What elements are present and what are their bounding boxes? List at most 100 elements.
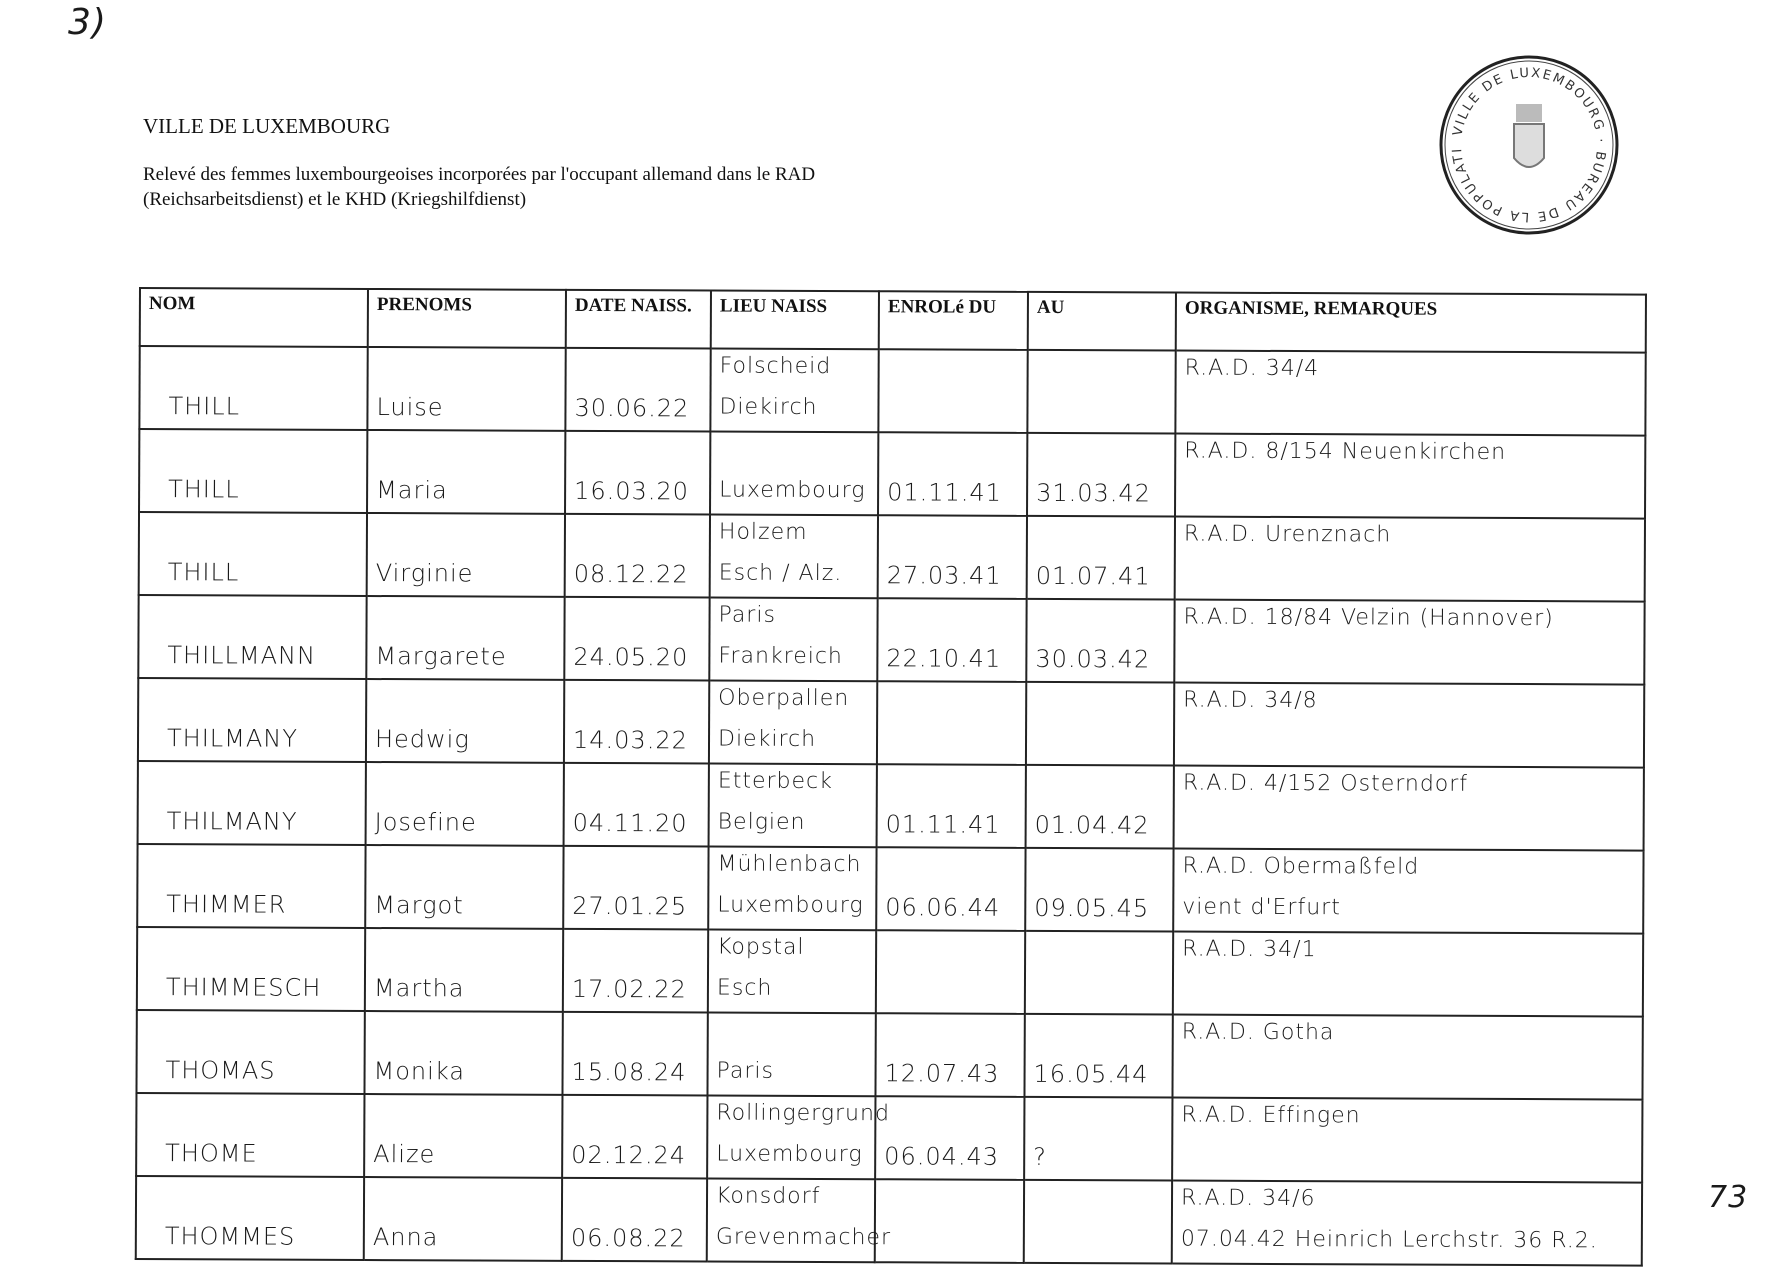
cell-lieu-naiss-line-1: Paris (718, 602, 777, 628)
cell-prenoms: Margot (365, 844, 564, 929)
col-date-naiss: DATE NAISS. (565, 289, 711, 349)
cell-lieu-naiss-line-1: Holzem (718, 519, 808, 545)
cell-prenoms: Monika (364, 1010, 563, 1095)
table-row: THILL Virginie 08.12.22 Holzem Esch / Alz. 27… (138, 512, 1646, 602)
cell-au (1023, 1179, 1173, 1264)
cell-organisme-line-1: R.A.D. 4/152 Osterndorf (1182, 770, 1469, 797)
cell-au: 09.05.45 (1025, 847, 1174, 932)
cell-enrole-du (875, 930, 1026, 1014)
cell-lieu-naiss-line-2: Esch (716, 975, 773, 1001)
cell-prenoms: Luise (367, 346, 566, 431)
cell-lieu-naiss-line-2: Esch / Alz. (718, 560, 843, 587)
cell-lieu-naiss-line-1 (719, 437, 869, 438)
cell-organisme-line-2: 07.04.42 Heinrich Lerchstr. 36 R.2. (1180, 1226, 1598, 1254)
cell-organisme-line-1: R.A.D. 34/4 (1184, 355, 1320, 382)
document-subtitle: Relevé des femmes luxembourgeoises incor… (143, 164, 816, 210)
cell-lieu-naiss: Oberpallen Diekirch (708, 680, 878, 765)
cell-organisme-line-2 (1184, 422, 1636, 424)
col-enrole-du: ENROLé DU (878, 291, 1028, 350)
header-row: NOM PRENOMS DATE NAISS. LIEU NAISS ENROL… (139, 288, 1646, 353)
cell-prenoms: Hedwig (365, 678, 565, 763)
cell-enrole-du: 01.11.41 (876, 764, 1026, 848)
cell-lieu-naiss: Paris (707, 1012, 876, 1097)
cell-nom: THIMMER (137, 843, 366, 928)
col-prenoms: PRENOMS (367, 288, 566, 348)
cell-au (1025, 681, 1175, 766)
cell-enrole-du (876, 681, 1027, 765)
cell-organisme: R.A.D. Urenznach (1174, 516, 1646, 602)
cell-lieu-naiss-line-2: Belgien (717, 809, 806, 835)
cell-enrole-du: 12.07.43 (875, 1013, 1025, 1097)
col-nom: NOM (139, 288, 368, 347)
cell-lieu-naiss: Luxembourg (710, 431, 879, 516)
cell-lieu-naiss-line-2: Diekirch (719, 394, 818, 420)
cell-organisme-line-1: R.A.D. Effingen (1181, 1102, 1361, 1129)
cell-organisme-line-2 (1181, 1169, 1633, 1171)
cell-lieu-naiss-line-1: Mühlenbach (717, 851, 862, 878)
cell-organisme-line-1: R.A.D. 34/8 (1183, 687, 1318, 714)
cell-au: 31.03.42 (1027, 432, 1176, 517)
cell-organisme-line-1: R.A.D. 18/84 Velzin (Hannover) (1183, 604, 1554, 632)
cell-lieu-naiss-line-1: Folscheid (719, 353, 832, 380)
cell-organisme: R.A.D. 34/6 07.04.42 Heinrich Lerchstr. 3… (1171, 1180, 1643, 1266)
cell-organisme: R.A.D. 8/154 Neuenkirchen (1175, 433, 1646, 519)
cell-organisme-line-1: R.A.D. Gotha (1181, 1019, 1335, 1046)
cell-organisme-line-2 (1184, 588, 1636, 590)
cell-lieu-naiss: Holzem Esch / Alz. (709, 514, 879, 599)
table-row: THILMANY Hedwig 14.03.22 Oberpallen Diekirch… (137, 678, 1645, 768)
cell-date-naiss: 30.06.22 (565, 347, 711, 432)
cell-au: 01.07.41 (1026, 515, 1176, 600)
cell-organisme-line-2 (1182, 1086, 1634, 1088)
cell-nom: THILL (138, 512, 368, 596)
cell-prenoms: Margarete (366, 595, 565, 680)
table-row: THILL Maria 16.03.20 Luxembourg 01.11.41 31.0… (139, 429, 1646, 519)
cell-lieu-naiss-line-1: Kopstal (717, 934, 805, 960)
cell-prenoms: Virginie (366, 512, 566, 597)
cell-enrole-du: 01.11.41 (878, 432, 1028, 516)
cell-organisme-line-2 (1184, 505, 1636, 507)
cell-organisme-line-2 (1183, 671, 1635, 673)
cell-nom: THOME (136, 1092, 365, 1177)
cell-organisme-line-1: R.A.D. 34/1 (1182, 936, 1317, 963)
cell-date-naiss: 27.01.25 (563, 845, 709, 930)
cell-organisme-line-1: R.A.D. Obermaßfeld (1182, 853, 1420, 880)
corner-mark: 3) (68, 2, 107, 43)
cell-lieu-naiss-line-1: Etterbeck (717, 768, 833, 795)
cell-au: 16.05.44 (1024, 1013, 1173, 1098)
cell-au (1027, 349, 1176, 434)
cell-lieu-naiss-line-1: Konsdorf (715, 1183, 821, 1209)
table-row: THILMANY Josefine 04.11.20 Etterbeck Belgien… (137, 760, 1644, 851)
cell-lieu-naiss-line-2: Luxembourg (717, 892, 864, 919)
cell-date-naiss: 06.08.22 (561, 1177, 708, 1262)
table-row: THOME Alize 02.12.24 Rollingergrund Luxembou… (136, 1092, 1643, 1183)
cell-organisme: R.A.D. 34/8 (1173, 682, 1645, 768)
table-row: THILLMANN Margarete 24.05.20 Paris Frankreic… (138, 595, 1645, 685)
cell-prenoms: Maria (367, 429, 566, 514)
cell-date-naiss: 16.03.20 (565, 430, 711, 515)
cell-nom: THILL (139, 429, 368, 513)
cell-organisme: R.A.D. Obermaßfeld vient d'Erfurt (1173, 848, 1644, 934)
cell-prenoms: Alize (364, 1093, 563, 1178)
cell-prenoms: Josefine (365, 761, 564, 846)
cell-organisme-line-1: R.A.D. Urenznach (1183, 521, 1392, 548)
col-lieu-naiss: LIEU NAISS (710, 290, 879, 350)
cell-enrole-du (874, 1179, 1025, 1263)
cell-lieu-naiss: Etterbeck Belgien (708, 763, 877, 848)
cell-date-naiss: 17.02.22 (562, 928, 709, 1013)
cell-organisme-line-1: R.A.D. 34/6 (1180, 1185, 1316, 1212)
cell-lieu-naiss: Mühlenbach Luxembourg (708, 846, 877, 931)
cell-au: ? (1024, 1096, 1173, 1181)
cell-organisme: R.A.D. 34/4 (1175, 350, 1646, 436)
table-row: THIMMER Margot 27.01.25 Mühlenbach Luxembour… (137, 843, 1644, 934)
cell-lieu-naiss: Folscheid Diekirch (710, 348, 879, 433)
cell-lieu-naiss: Kopstal Esch (707, 929, 877, 1014)
cell-organisme: R.A.D. Gotha (1172, 1014, 1643, 1100)
cell-enrole-du: 22.10.41 (877, 598, 1027, 682)
cell-nom: THIMMESCH (136, 926, 366, 1011)
cell-nom: THILMANY (137, 678, 367, 762)
col-au: AU (1027, 291, 1176, 351)
cell-lieu-naiss: Rollingergrund Luxembourg (707, 1095, 890, 1180)
cell-au: 30.03.42 (1026, 598, 1175, 683)
cell-organisme: R.A.D. 4/152 Osterndorf (1173, 765, 1644, 851)
cell-organisme-line-2: vient d'Erfurt (1182, 894, 1341, 921)
